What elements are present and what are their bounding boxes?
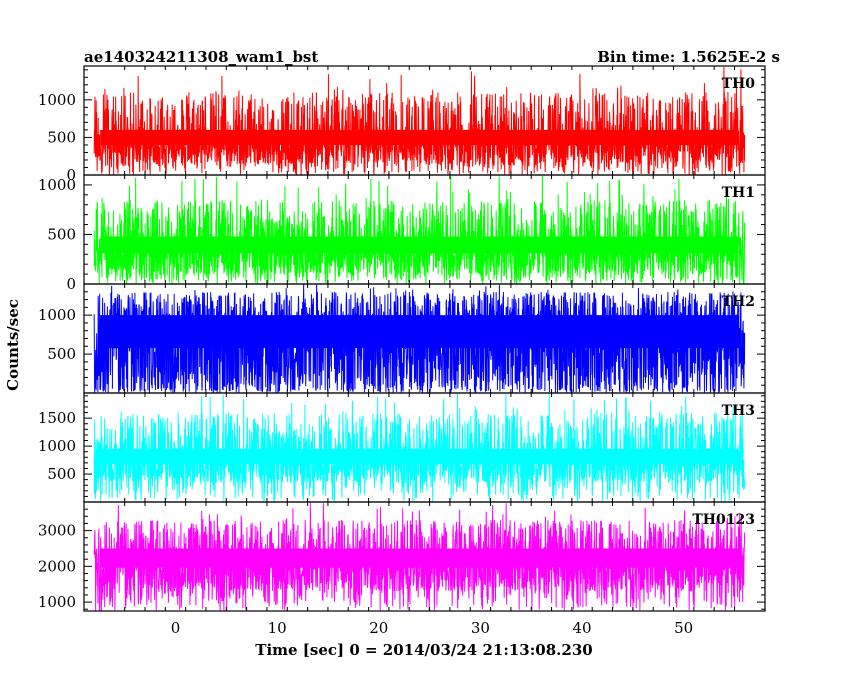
y-tick-label: 2000: [38, 557, 76, 575]
panel-label-th3: TH3: [722, 403, 755, 419]
panel-th2: 500 1000 TH2: [38, 283, 766, 394]
y-tick-label: 500: [47, 465, 76, 483]
series-line-th0: [93, 67, 746, 175]
y-tick-label: 1000: [38, 437, 76, 455]
x-tick-label: 20: [369, 619, 388, 637]
panel-label-th1: TH1: [722, 185, 755, 201]
x-axis-title: Time [sec] 0 = 2014/03/24 21:13:08.230: [255, 641, 592, 659]
series-line-th2: [93, 284, 746, 393]
series-line-th3: [93, 393, 746, 502]
y-tick-label: 500: [47, 128, 76, 146]
chart-title: ae140324211308_wam1_bst: [84, 48, 318, 66]
y-tick-label: 1000: [38, 593, 76, 611]
panel-frame: [83, 501, 766, 612]
y-tick-label: 3000: [38, 522, 76, 540]
x-tick-label: 40: [572, 619, 591, 637]
panel-label-th0: TH0: [722, 76, 756, 92]
bin-time-label: Bin time: 1.5625E-2 s: [597, 48, 780, 66]
x-tick-label: 0: [171, 619, 181, 637]
y-tick-label: 1000: [38, 176, 76, 194]
panel-th3: 500 1000 1500 TH3: [38, 392, 766, 503]
panel-th0: 0 500 1000 TH0: [38, 65, 766, 184]
y-tick-label: 1500: [38, 409, 76, 427]
panel-th1: 0 500 1000 TH1: [38, 174, 766, 293]
panel-label-th2: TH2: [722, 294, 755, 310]
x-tick-label: 10: [268, 619, 287, 637]
x-tick-label: 30: [471, 619, 490, 637]
panel-label-th0123: TH0123: [692, 512, 755, 528]
series-band-th2: [100, 315, 739, 349]
x-tick-label: 50: [674, 619, 693, 637]
y-axis-title: Counts/sec: [4, 299, 22, 391]
series-band-th1: [100, 236, 739, 254]
series-band-th0123: [100, 548, 739, 568]
series-line-th0123: [93, 502, 746, 611]
y-tick-label: 1000: [38, 306, 76, 324]
y-tick-label: 0: [66, 275, 76, 293]
panel-th0123: 1000 2000 3000 TH0123: [38, 501, 766, 612]
y-tick-label: 1000: [38, 91, 76, 109]
series-band-th3: [100, 448, 739, 464]
y-tick-label: 500: [47, 345, 76, 363]
series-band-th0: [100, 129, 739, 146]
x-axis: 0 10 20 30 40 50: [171, 619, 694, 637]
y-tick-label: 0: [66, 166, 76, 184]
y-tick-label: 500: [47, 225, 76, 243]
series-line-th1: [93, 175, 746, 284]
